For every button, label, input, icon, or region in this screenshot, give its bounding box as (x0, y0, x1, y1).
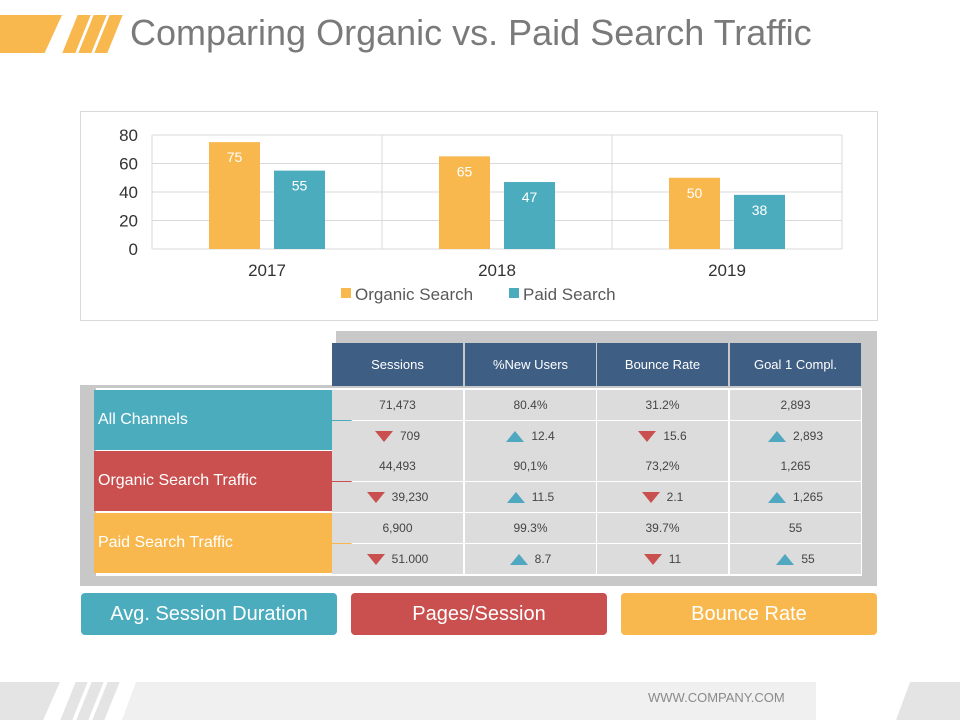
y-tick-label: 40 (119, 183, 138, 202)
arrow-up-icon (509, 553, 528, 565)
table-cell-change: 12.4 (465, 421, 596, 451)
legend-entry: Paid Search (523, 285, 616, 304)
change-value: 1,265 (792, 490, 824, 504)
legend-swatch (341, 288, 351, 298)
avg-session-duration-button[interactable]: Avg. Session Duration (81, 593, 337, 635)
arrow-up-icon (506, 430, 525, 442)
arrow-up-icon (767, 491, 786, 503)
change-value: 12.4 (531, 429, 555, 443)
table-cell-change: 2.1 (597, 482, 728, 512)
legend-entry: Organic Search (355, 285, 473, 304)
table-cell-value: 39.7% (597, 513, 728, 543)
x-tick-label: 2017 (248, 261, 286, 280)
bar (209, 142, 260, 249)
table-cell-value: 73,2% (597, 451, 728, 481)
y-tick-label: 0 (129, 240, 138, 259)
table-cell-change: 39,230 (332, 482, 463, 512)
change-value: 39,230 (391, 490, 429, 504)
y-tick-label: 20 (119, 212, 138, 231)
column-header: %New Users (465, 343, 596, 386)
arrow-down-icon (374, 430, 393, 442)
change-value: 2,893 (792, 429, 824, 443)
table-cell-change: 55 (730, 544, 861, 574)
footer-right-accent (896, 682, 960, 720)
arrow-down-icon (638, 430, 657, 442)
arrow-down-icon (366, 491, 385, 503)
row-label: Organic Search Traffic (94, 451, 352, 511)
footer-accent-tab (0, 682, 60, 720)
y-tick-label: 80 (119, 126, 138, 145)
table-cell-value: 55 (730, 513, 861, 543)
bar (439, 156, 490, 249)
table-cell-value: 44,493 (332, 451, 463, 481)
table-cell-value: 90,1% (465, 451, 596, 481)
y-tick-label: 60 (119, 155, 138, 174)
table-cell-change: 51.000 (332, 544, 463, 574)
table-cell-value: 6,900 (332, 513, 463, 543)
bar (274, 170, 325, 249)
arrow-down-icon (643, 553, 662, 565)
change-value: 2.1 (666, 490, 684, 504)
table-cell-change: 2,893 (730, 421, 861, 451)
table-cell-value: 2,893 (730, 390, 861, 420)
table-cell-change: 15.6 (597, 421, 728, 451)
page-title: Comparing Organic vs. Paid Search Traffi… (130, 12, 812, 53)
column-header: Goal 1 Compl. (730, 343, 861, 386)
table-cell-change: 8.7 (465, 544, 596, 574)
bar (669, 177, 720, 249)
arrow-up-icon (767, 430, 786, 442)
change-value: 55 (801, 552, 815, 566)
x-tick-label: 2019 (708, 261, 746, 280)
data-label: 47 (522, 189, 538, 205)
bar (504, 182, 555, 249)
data-label: 55 (292, 178, 308, 194)
bounce-rate-button[interactable]: Bounce Rate (621, 593, 877, 635)
table-cell-value: 80.4% (465, 390, 596, 420)
arrow-up-icon (506, 491, 525, 503)
table-cell-change: 11.5 (465, 482, 596, 512)
change-value: 8.7 (534, 552, 552, 566)
table-cell-value: 71,473 (332, 390, 463, 420)
pages-session-button[interactable]: Pages/Session (351, 593, 607, 635)
change-value: 15.6 (663, 429, 687, 443)
column-header: Bounce Rate (597, 343, 728, 386)
data-label: 38 (752, 202, 768, 218)
x-tick-label: 2018 (478, 261, 516, 280)
change-value: 709 (399, 429, 421, 443)
data-label: 75 (227, 149, 243, 165)
data-label: 65 (457, 163, 473, 179)
header-accent-tab (0, 15, 62, 53)
table-cell-value: 99.3% (465, 513, 596, 543)
change-value: 11 (668, 552, 682, 566)
footer-url[interactable]: WWW.COMPANY.COM (648, 690, 785, 705)
arrow-up-icon (776, 553, 795, 565)
change-value: 11.5 (531, 490, 555, 504)
row-label: Paid Search Traffic (94, 513, 352, 573)
column-header: Sessions (332, 343, 463, 386)
bar (734, 194, 785, 249)
data-label: 50 (687, 185, 703, 201)
footer-bar (122, 682, 816, 720)
table-cell-change: 11 (597, 544, 728, 574)
table-cell-value: 31.2% (597, 390, 728, 420)
table-cell-change: 709 (332, 421, 463, 451)
table-cell-value: 1,265 (730, 451, 861, 481)
bar-chart: 0 20 40 60 80 75 55 2017 65 47 2018 50 38 2019 Organic… (119, 126, 843, 304)
arrow-down-icon (641, 491, 660, 503)
table-cell-change: 1,265 (730, 482, 861, 512)
arrow-down-icon (366, 553, 385, 565)
change-value: 51.000 (391, 552, 429, 566)
row-label: All Channels (94, 390, 352, 450)
legend-swatch (509, 288, 519, 298)
